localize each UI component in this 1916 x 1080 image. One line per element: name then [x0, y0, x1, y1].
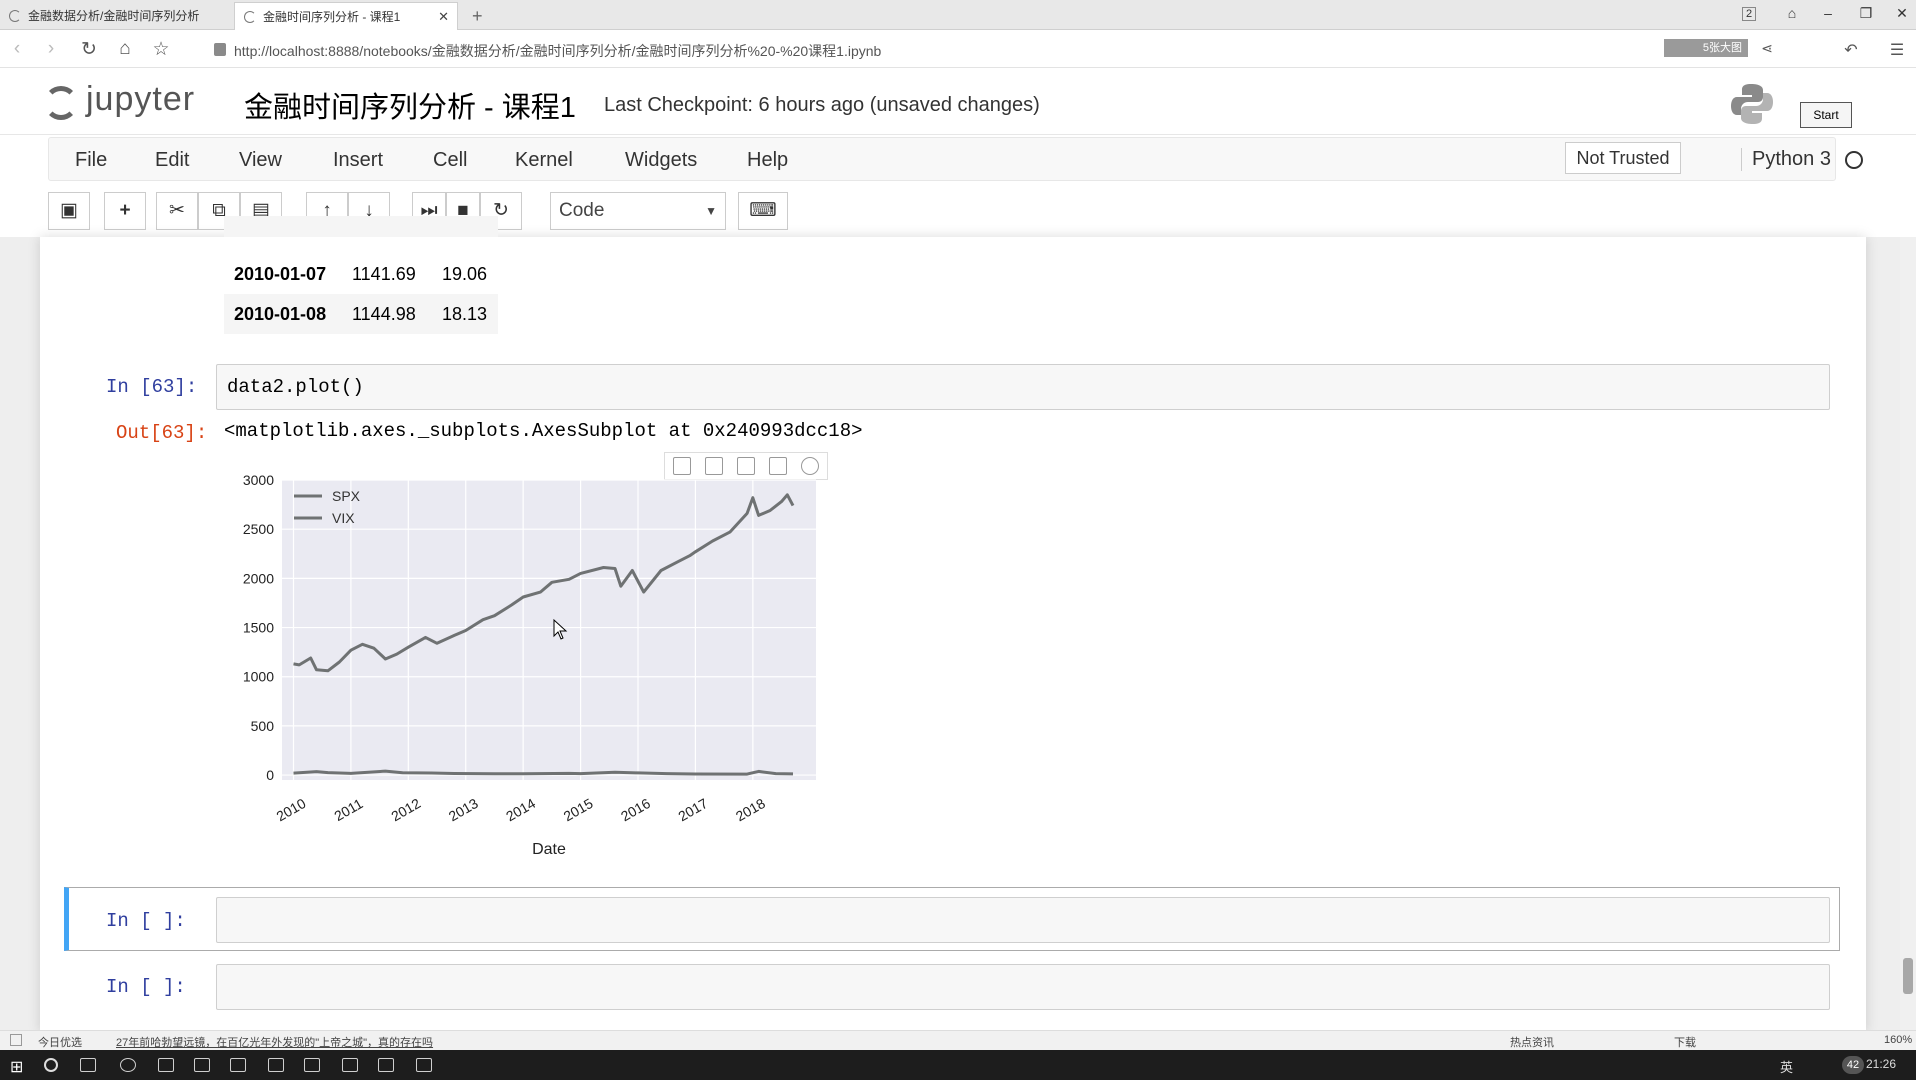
restore-icon[interactable]: ❐ [1859, 5, 1873, 21]
notification-badge[interactable]: 42 [1842, 1056, 1864, 1074]
skin-icon[interactable]: ⌂ [1787, 5, 1797, 21]
notebook-toolbar: ▣ + ✂ ⧉ ▤ ↑ ↓ ⏭ ■ ↻ Code ▼ ⌨ [48, 190, 1836, 236]
loading-icon [244, 11, 256, 23]
file-explorer-icon[interactable] [158, 1058, 174, 1072]
menu-insert[interactable]: Insert [333, 149, 384, 171]
vertical-scrollbar[interactable] [1900, 237, 1916, 1032]
start-button[interactable]: Start [1800, 102, 1852, 128]
checkpoint-status: Last Checkpoint: 6 hours ago (unsaved ch… [604, 94, 1040, 116]
cell-type-select[interactable]: Code ▼ [550, 192, 726, 230]
undo-icon[interactable]: ↶ [1844, 42, 1858, 59]
browser-tab-bar: 金融数据分析/金融时间序列分析 金融时间序列分析 - 课程1 ✕ + 2 ⌂ –… [0, 0, 1916, 30]
copy-icon[interactable]: ⧉ [198, 192, 240, 230]
chevron-down-icon: ▼ [705, 204, 717, 218]
menu-file[interactable]: File [75, 149, 108, 171]
jupyter-header: jupyter 金融时间序列分析 - 课程1 Last Checkpoint: … [0, 68, 1916, 135]
insert-cell-icon[interactable]: + [104, 192, 146, 230]
python-logo-icon [1731, 84, 1773, 124]
trust-indicator[interactable]: Not Trusted [1565, 142, 1681, 174]
hot-news-label[interactable]: 热点资讯 [1510, 1037, 1554, 1049]
menu-view[interactable]: View [239, 149, 282, 171]
browser-app-icon[interactable] [120, 1058, 136, 1072]
paste-icon[interactable]: ▤ [240, 192, 282, 230]
restart-icon[interactable]: ↻ [480, 192, 522, 230]
loading-icon [9, 10, 21, 22]
app-icon[interactable] [416, 1058, 432, 1072]
task-view-icon[interactable] [80, 1058, 96, 1072]
app-icon[interactable] [230, 1058, 246, 1072]
menubar: File Edit View Insert Cell Kernel Widget… [48, 137, 1863, 181]
status-left-label[interactable]: 今日优选 [38, 1037, 82, 1049]
search-icon[interactable] [44, 1058, 58, 1072]
clock: 21:26 [1865, 1057, 1896, 1071]
keyboard-icon[interactable]: ⌨ [738, 192, 788, 230]
window-count-badge[interactable]: 2 [1742, 7, 1756, 21]
new-tab-button[interactable]: + [472, 6, 483, 26]
home-icon[interactable]: ⌂ [119, 38, 131, 59]
app-icon[interactable] [378, 1058, 394, 1072]
menu-cell[interactable]: Cell [433, 149, 468, 171]
jupyter-logo[interactable]: jupyter [44, 80, 195, 120]
menu-icon[interactable]: ☰ [1889, 42, 1905, 59]
browser-status-bar: 今日优选 27年前哈勃望远镜，在百亿光年外发现的"上帝之城"，真的存在吗 热点资… [0, 1030, 1916, 1050]
address-bar: ‹ › ↻ ⌂ ☆ http://localhost:8888/notebook… [0, 30, 1916, 68]
security-shield-icon [214, 43, 226, 56]
news-headline-link[interactable]: 27年前哈勃望远镜，在百亿光年外发现的"上帝之城"，真的存在吗 [116, 1037, 434, 1049]
tab-title: 金融数据分析/金融时间序列分析 [28, 9, 200, 23]
close-window-icon[interactable]: ✕ [1896, 5, 1908, 21]
app-icon[interactable] [194, 1058, 210, 1072]
browser-tab-1[interactable]: 金融数据分析/金融时间序列分析 [0, 2, 232, 30]
menu-help[interactable]: Help [747, 149, 789, 171]
kernel-name[interactable]: Python 3 [1741, 148, 1831, 171]
notebook-title[interactable]: 金融时间序列分析 - 课程1 [244, 92, 576, 124]
share-icon[interactable]: ⋖ [1761, 40, 1773, 56]
screenshot-zoom-button[interactable]: 5张大图 [1664, 39, 1748, 57]
move-down-icon[interactable]: ↓ [348, 192, 390, 230]
notebook-page [40, 237, 1866, 1032]
kernel-status-icon [1845, 151, 1863, 169]
interrupt-icon[interactable]: ■ [446, 192, 480, 230]
cut-icon[interactable]: ✂ [156, 192, 198, 230]
os-taskbar: ⊞ 英 42 21:26 [0, 1050, 1916, 1080]
close-tab-icon[interactable]: ✕ [438, 9, 449, 24]
app-icon[interactable] [342, 1058, 358, 1072]
app-icon[interactable] [304, 1058, 320, 1072]
move-up-icon[interactable]: ↑ [306, 192, 348, 230]
download-label[interactable]: 下载 [1674, 1037, 1696, 1049]
menu-widgets[interactable]: Widgets [625, 149, 698, 171]
forward-icon[interactable]: › [47, 38, 55, 59]
menu-edit[interactable]: Edit [155, 149, 190, 171]
bookmark-star-icon[interactable]: ☆ [152, 39, 170, 60]
scrollbar-thumb[interactable] [1903, 958, 1913, 994]
zoom-level[interactable]: 160% [1884, 1034, 1913, 1046]
browser-tab-2[interactable]: 金融时间序列分析 - 课程1 ✕ [234, 2, 458, 30]
news-icon [10, 1034, 22, 1046]
reload-icon[interactable]: ↻ [81, 39, 97, 60]
run-icon[interactable]: ⏭ [412, 192, 446, 230]
minimize-icon[interactable]: – [1824, 5, 1832, 21]
url-field[interactable]: http://localhost:8888/notebooks/金融数据分析/金… [234, 43, 882, 59]
tab-title: 金融时间序列分析 - 课程1 [263, 10, 401, 24]
save-icon[interactable]: ▣ [48, 192, 90, 230]
menu-kernel[interactable]: Kernel [515, 149, 573, 171]
app-icon[interactable] [268, 1058, 284, 1072]
windows-start-icon[interactable]: ⊞ [10, 1059, 24, 1076]
back-icon[interactable]: ‹ [13, 38, 21, 59]
jupyter-logo-icon [44, 86, 78, 120]
ime-indicator[interactable]: 英 [1780, 1060, 1794, 1075]
